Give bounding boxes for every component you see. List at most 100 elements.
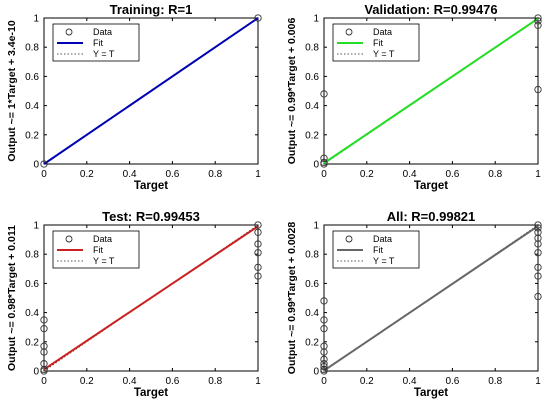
y-tick-label: 0.8 [25, 43, 39, 54]
y-tick-label: 0.2 [305, 130, 319, 141]
fit-line [43, 225, 259, 371]
y-axis-label: Output ~= 0.99*Target + 0.0028 [286, 222, 298, 375]
y-tick-label: 0.8 [305, 250, 319, 261]
data-point [320, 355, 328, 363]
x-axis-label: Target [414, 180, 448, 192]
fit-line [323, 17, 539, 164]
legend-data-marker [65, 28, 73, 36]
y-tick-label: 0.8 [25, 250, 39, 261]
y-tick-label: 0.4 [25, 101, 39, 112]
legend-data-marker [345, 235, 353, 243]
data-point [40, 160, 48, 168]
legend-label: Y = T [93, 49, 115, 59]
y-axis-label: Output ~= 0.99*Target + 0.006 [286, 18, 298, 165]
x-tick-label: 0 [41, 169, 47, 180]
y-tick-label: 1 [313, 14, 319, 25]
data-point [534, 272, 542, 280]
plot-title: Test: R=0.99453 [102, 209, 200, 224]
x-tick-label: 0.2 [80, 376, 94, 387]
legend-label: Data [93, 234, 112, 244]
y-tick-label: 0.4 [305, 101, 319, 112]
legend-label: Y = T [93, 256, 115, 266]
legend-box [52, 230, 140, 269]
legend-label: Data [93, 27, 112, 37]
y-tick-label: 0.6 [305, 72, 319, 83]
x-tick-label: 0.8 [208, 169, 222, 180]
x-tick-label: 0.4 [403, 376, 417, 387]
data-point [534, 228, 542, 236]
data-point [254, 240, 262, 248]
x-tick-label: 0.4 [403, 169, 417, 180]
x-tick-label: 0.8 [488, 169, 502, 180]
data-point [534, 21, 542, 29]
x-tick-label: 0.2 [360, 169, 374, 180]
x-tick-label: 0.8 [488, 376, 502, 387]
y-tick-label: 0 [33, 160, 39, 171]
data-point [534, 17, 542, 25]
legend-label: Fit [93, 245, 103, 255]
y-tick-label: 0 [313, 160, 319, 171]
data-point [534, 263, 542, 271]
data-point [40, 360, 48, 368]
data-point [320, 367, 328, 375]
data-point [40, 348, 48, 356]
x-tick-label: 0.2 [360, 376, 374, 387]
data-point [40, 316, 48, 324]
x-tick-label: 0.4 [123, 169, 137, 180]
plot-title: Validation: R=0.99476 [364, 2, 497, 17]
plot-title: All: R=0.99821 [387, 209, 476, 224]
y-axis-label: Output ~= 1*Target + 3.4e-10 [6, 20, 18, 161]
data-point [320, 342, 328, 350]
y-tick-label: 1 [33, 14, 39, 25]
y-axis-label: Output ~= 0.98*Target + 0.011 [6, 225, 18, 371]
data-point [254, 249, 262, 257]
y-tick-label: 0.4 [305, 308, 319, 319]
x-tick-label: 1 [255, 169, 261, 180]
x-tick-label: 1 [255, 376, 261, 387]
x-tick-label: 0.6 [445, 376, 459, 387]
legend-label: Data [373, 234, 392, 244]
x-axis-label: Target [414, 387, 448, 399]
x-tick-label: 0.6 [445, 169, 459, 180]
x-tick-label: 0.6 [165, 376, 179, 387]
data-point [320, 360, 328, 368]
y-tick-label: 0.2 [25, 337, 39, 348]
data-point [534, 240, 542, 248]
fit-line [323, 225, 539, 372]
data-point [254, 14, 262, 22]
data-point [534, 249, 542, 257]
y-tick-label: 0.6 [305, 279, 319, 290]
legend-label: Data [373, 27, 392, 37]
data-point [320, 316, 328, 324]
x-tick-label: 1 [535, 376, 541, 387]
legend-data-marker [65, 235, 73, 243]
data-point [534, 14, 542, 22]
y-tick-label: 0.4 [25, 308, 39, 319]
x-tick-label: 1 [535, 169, 541, 180]
y-tick-label: 0.2 [305, 337, 319, 348]
data-point [40, 342, 48, 350]
legend-label: Fit [373, 245, 383, 255]
x-tick-label: 0.2 [80, 169, 94, 180]
plot-title: Training: R=1 [110, 2, 193, 17]
y-tick-label: 0.6 [25, 72, 39, 83]
data-point [534, 234, 542, 242]
data-point [534, 221, 542, 229]
fit-line [43, 17, 259, 165]
y-tick-label: 0.2 [25, 130, 39, 141]
x-tick-label: 0 [41, 376, 47, 387]
legend-label: Y = T [373, 256, 395, 266]
data-point [320, 325, 328, 333]
x-tick-label: 0.6 [165, 169, 179, 180]
legend-label: Fit [373, 38, 383, 48]
x-axis-label: Target [134, 387, 168, 399]
y-tick-label: 0.6 [25, 279, 39, 290]
